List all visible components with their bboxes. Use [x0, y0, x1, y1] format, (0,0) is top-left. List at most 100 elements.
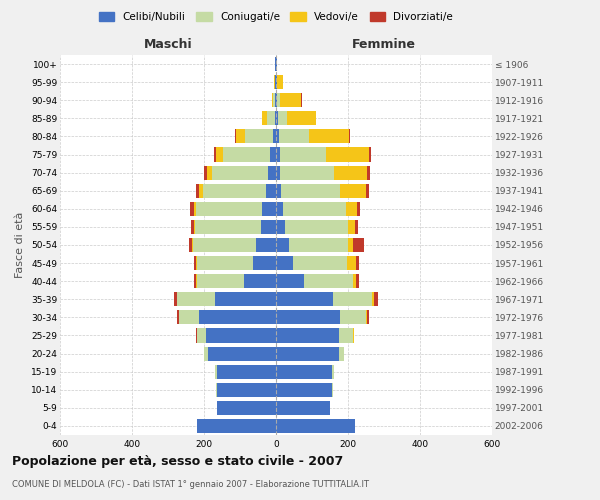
Bar [204, 346, 208, 360]
Bar [340, 184, 365, 198]
Bar [268, 166, 276, 179]
Bar [355, 220, 358, 234]
Bar [353, 274, 356, 288]
Bar [193, 238, 256, 252]
Bar [204, 166, 207, 179]
Bar [196, 184, 199, 198]
Bar [269, 148, 276, 162]
Bar [332, 364, 334, 378]
Bar [261, 220, 276, 234]
Bar [339, 346, 344, 360]
Bar [276, 166, 280, 179]
Bar [373, 292, 374, 306]
Bar [189, 238, 193, 252]
Bar [276, 364, 332, 378]
Bar [276, 401, 330, 415]
Bar [276, 310, 340, 324]
Bar [215, 364, 217, 378]
Bar [333, 292, 373, 306]
Bar [275, 112, 276, 126]
Y-axis label: Fasce di età: Fasce di età [16, 212, 25, 278]
Bar [276, 130, 279, 143]
Bar [293, 256, 347, 270]
Bar [236, 130, 245, 143]
Bar [276, 292, 333, 306]
Bar [217, 364, 276, 378]
Bar [275, 75, 276, 89]
Bar [256, 238, 276, 252]
Bar [276, 202, 283, 216]
Bar [268, 112, 275, 126]
Bar [194, 256, 196, 270]
Bar [304, 274, 353, 288]
Bar [369, 148, 371, 162]
Bar [223, 148, 269, 162]
Bar [197, 328, 206, 342]
Bar [253, 256, 276, 270]
Bar [216, 382, 217, 397]
Bar [197, 419, 276, 433]
Bar [207, 166, 212, 179]
Bar [283, 202, 346, 216]
Bar [276, 419, 355, 433]
Bar [273, 130, 276, 143]
Bar [206, 328, 276, 342]
Bar [177, 310, 179, 324]
Bar [276, 148, 280, 162]
Bar [278, 112, 287, 126]
Bar [203, 184, 266, 198]
Bar [174, 292, 177, 306]
Bar [276, 238, 289, 252]
Bar [276, 328, 339, 342]
Bar [356, 256, 359, 270]
Bar [276, 184, 281, 198]
Text: Femmine: Femmine [352, 38, 416, 52]
Bar [276, 93, 277, 108]
Bar [348, 238, 353, 252]
Bar [301, 93, 302, 108]
Bar [353, 238, 364, 252]
Bar [284, 220, 347, 234]
Bar [340, 310, 366, 324]
Bar [346, 202, 357, 216]
Bar [366, 310, 367, 324]
Bar [334, 166, 367, 179]
Bar [214, 148, 215, 162]
Bar [262, 112, 268, 126]
Bar [194, 274, 196, 288]
Bar [339, 328, 353, 342]
Bar [280, 148, 326, 162]
Bar [262, 202, 276, 216]
Bar [281, 184, 340, 198]
Bar [179, 310, 199, 324]
Bar [194, 202, 196, 216]
Bar [279, 130, 310, 143]
Bar [235, 130, 236, 143]
Bar [245, 130, 273, 143]
Bar [367, 166, 370, 179]
Bar [275, 93, 276, 108]
Bar [277, 75, 283, 89]
Bar [289, 238, 348, 252]
Bar [280, 93, 301, 108]
Bar [356, 274, 359, 288]
Bar [215, 148, 223, 162]
Bar [287, 112, 316, 126]
Bar [196, 220, 261, 234]
Bar [217, 401, 276, 415]
Bar [197, 274, 244, 288]
Bar [197, 256, 253, 270]
Bar [276, 274, 304, 288]
Bar [244, 274, 276, 288]
Bar [354, 328, 355, 342]
Bar [199, 184, 203, 198]
Text: Maschi: Maschi [143, 38, 193, 52]
Bar [274, 75, 275, 89]
Bar [277, 93, 280, 108]
Bar [347, 256, 356, 270]
Bar [196, 202, 262, 216]
Bar [208, 346, 276, 360]
Bar [274, 93, 275, 108]
Bar [357, 202, 360, 216]
Bar [365, 184, 368, 198]
